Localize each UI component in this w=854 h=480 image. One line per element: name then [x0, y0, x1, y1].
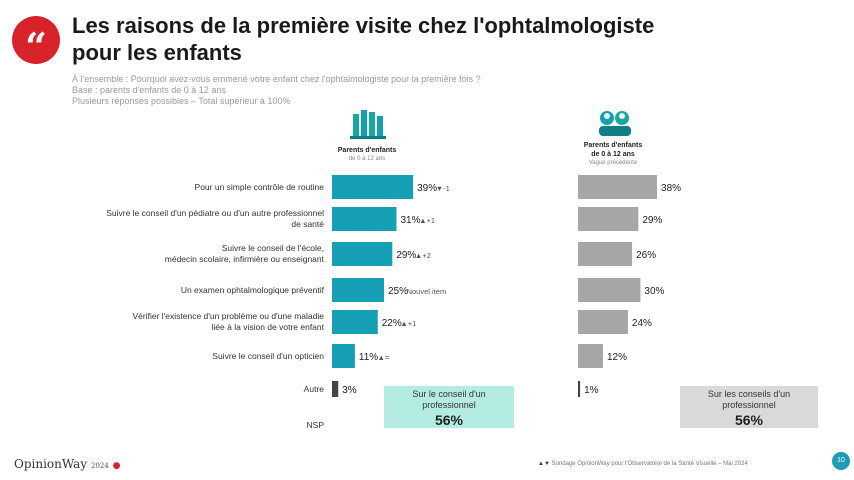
left-column-title: Parents d'enfants: [337, 147, 397, 154]
row-label-line: Pour un simple contrôle de routine: [194, 181, 324, 192]
evolution-label: ▲+2: [415, 251, 431, 260]
right-column-title-2: de 0 à 12 ans: [591, 151, 635, 158]
summary-right-line2: professionnel: [722, 400, 776, 410]
bar-previous: [578, 344, 603, 368]
bar-previous: [578, 242, 633, 266]
evolution-label: ▲=: [377, 353, 389, 362]
evolution-label: ▲+1: [419, 216, 435, 225]
row-label: Suivre le conseil d'un opticien: [24, 351, 324, 362]
page-number: 10: [832, 452, 850, 470]
value-label-previous: 1%: [584, 385, 599, 396]
value-label-previous: 12%: [607, 352, 627, 363]
logo-text: OpinionWay: [14, 457, 88, 471]
evolution-label: Nouvel item: [407, 287, 447, 296]
bar-current: [332, 242, 393, 266]
opinionway-logo: OpinionWay 2024 ●: [14, 457, 121, 471]
value-label-current: 29%: [396, 250, 416, 261]
row-label-line: Vérifier l'existence d'un problème ou d'…: [132, 311, 324, 321]
value-label-previous: 38%: [661, 183, 681, 194]
row-label-line: NSP: [306, 419, 324, 430]
value-label-current: 3%: [342, 385, 357, 396]
row-label-line: Suivre le conseil d'un opticien: [212, 350, 324, 361]
row-label: Pour un simple contrôle de routine: [24, 182, 324, 193]
value-label-current: 31%: [400, 215, 420, 226]
right-column-title-1: Parents d'enfants: [583, 142, 643, 149]
quote-icon: “: [12, 16, 60, 69]
row-label: Vérifier l'existence d'un problème ou d'…: [24, 311, 324, 333]
base-line: Base : parents d'enfants de 0 à 12 ans: [72, 85, 226, 95]
note-line: Plusieurs réponses possibles – Total sup…: [72, 96, 291, 106]
summary-left-line2: professionnel: [422, 400, 476, 410]
row-label: NSP: [24, 420, 324, 431]
value-label-current: 11%: [359, 352, 378, 363]
title-line-2: pour les enfants: [72, 40, 242, 65]
value-label-previous: 24%: [632, 318, 652, 329]
summary-box-right: Sur les conseils d'un professionnel 56%: [680, 386, 818, 428]
row-label-line: liée à la vision de votre enfant: [211, 322, 324, 332]
bar-previous: [578, 381, 581, 397]
footer-note-text: Sondage OpinionWay pour l'Observatoire d…: [551, 461, 748, 467]
logo-year: 2024: [90, 462, 109, 470]
summary-right-value: 56%: [734, 412, 764, 428]
row-label-line: médecin scolaire, infirmière ou enseigna…: [164, 254, 324, 264]
left-column-header: Parents d'enfants de 0 à 12 ans: [322, 146, 412, 164]
row-label: Suivre le conseil d'un pédiatre ou d'un …: [24, 208, 324, 230]
bar-current: [332, 278, 384, 302]
row-label-line: Un examen ophtalmologique préventif: [180, 284, 324, 295]
row-label-line: Suivre le conseil de l'école,: [221, 243, 324, 253]
bar-current: [332, 344, 355, 368]
family-icon: [350, 110, 386, 139]
page-title: Les raisons de la première visite chez l…: [72, 12, 772, 66]
bar-current: [332, 310, 378, 334]
value-label-current: 22%: [382, 318, 402, 329]
row-label-line: Suivre le conseil d'un pédiatre ou d'un …: [106, 208, 324, 218]
bar-previous: [578, 207, 639, 231]
bar-previous: [578, 310, 628, 334]
family-icon-previous: [599, 111, 631, 136]
right-column-header: Parents d'enfants de 0 à 12 ans Vague pr…: [568, 141, 658, 168]
left-column-subtitle: de 0 à 12 ans: [348, 156, 386, 162]
row-label: Suivre le conseil de l'école, médecin sco…: [24, 243, 324, 265]
value-label-current: 39%: [417, 183, 437, 194]
footer-note: ▲▼ Sondage OpinionWay pour l'Observatoir…: [538, 461, 748, 467]
bar-previous: [578, 278, 641, 302]
evolution-label: ▲+1: [400, 319, 416, 328]
evolution-label: ▼-1: [436, 184, 450, 193]
summary-right-line1: Sur les conseils d'un: [707, 389, 791, 399]
bar-current: [332, 175, 414, 199]
title-line-1: Les raisons de la première visite chez l…: [72, 13, 655, 38]
value-label-previous: 30%: [644, 286, 664, 297]
value-label-previous: 26%: [636, 250, 656, 261]
summary-left-line1: Sur le conseil d'un: [412, 389, 486, 399]
row-label: Autre: [24, 384, 324, 395]
value-label-current: 25%: [388, 286, 408, 297]
summary-left-value: 56%: [434, 412, 464, 428]
bar-current: [332, 207, 397, 231]
value-label-previous: 29%: [642, 215, 662, 226]
row-label: Un examen ophtalmologique préventif: [24, 285, 324, 296]
question-text: À l'ensemble : Pourquoi avez-vous emmené…: [72, 74, 502, 107]
row-label-line: de santé: [291, 219, 324, 229]
summary-box-left: Sur le conseil d'un professionnel 56%: [384, 386, 514, 428]
right-column-subtitle: Vague précédente: [588, 160, 638, 166]
bar-previous: [578, 175, 658, 199]
bar-current: [332, 381, 339, 397]
question-line: À l'ensemble : Pourquoi avez-vous emmené…: [72, 74, 481, 84]
row-label-line: Autre: [303, 383, 324, 394]
